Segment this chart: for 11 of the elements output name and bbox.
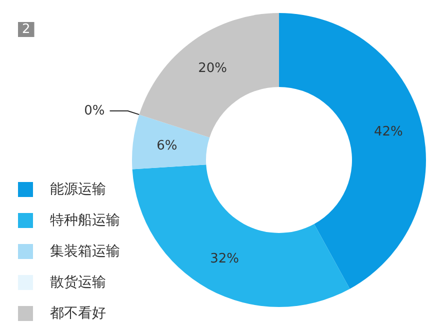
data-label: 6% bbox=[156, 138, 178, 154]
legend-label: 特种船运输 bbox=[50, 212, 120, 228]
legend-label: 散货运输 bbox=[50, 274, 106, 290]
data-label: 42% bbox=[374, 124, 403, 140]
text: 0% bbox=[84, 103, 105, 118]
legend-label: 能源运输 bbox=[50, 182, 106, 198]
legend-label: 都不看好 bbox=[50, 306, 106, 322]
data-label: 32% bbox=[210, 252, 240, 267]
legend-label: 集装箱运输 bbox=[50, 244, 120, 260]
text: 2 bbox=[22, 22, 30, 37]
data-label: 20% bbox=[198, 61, 228, 76]
